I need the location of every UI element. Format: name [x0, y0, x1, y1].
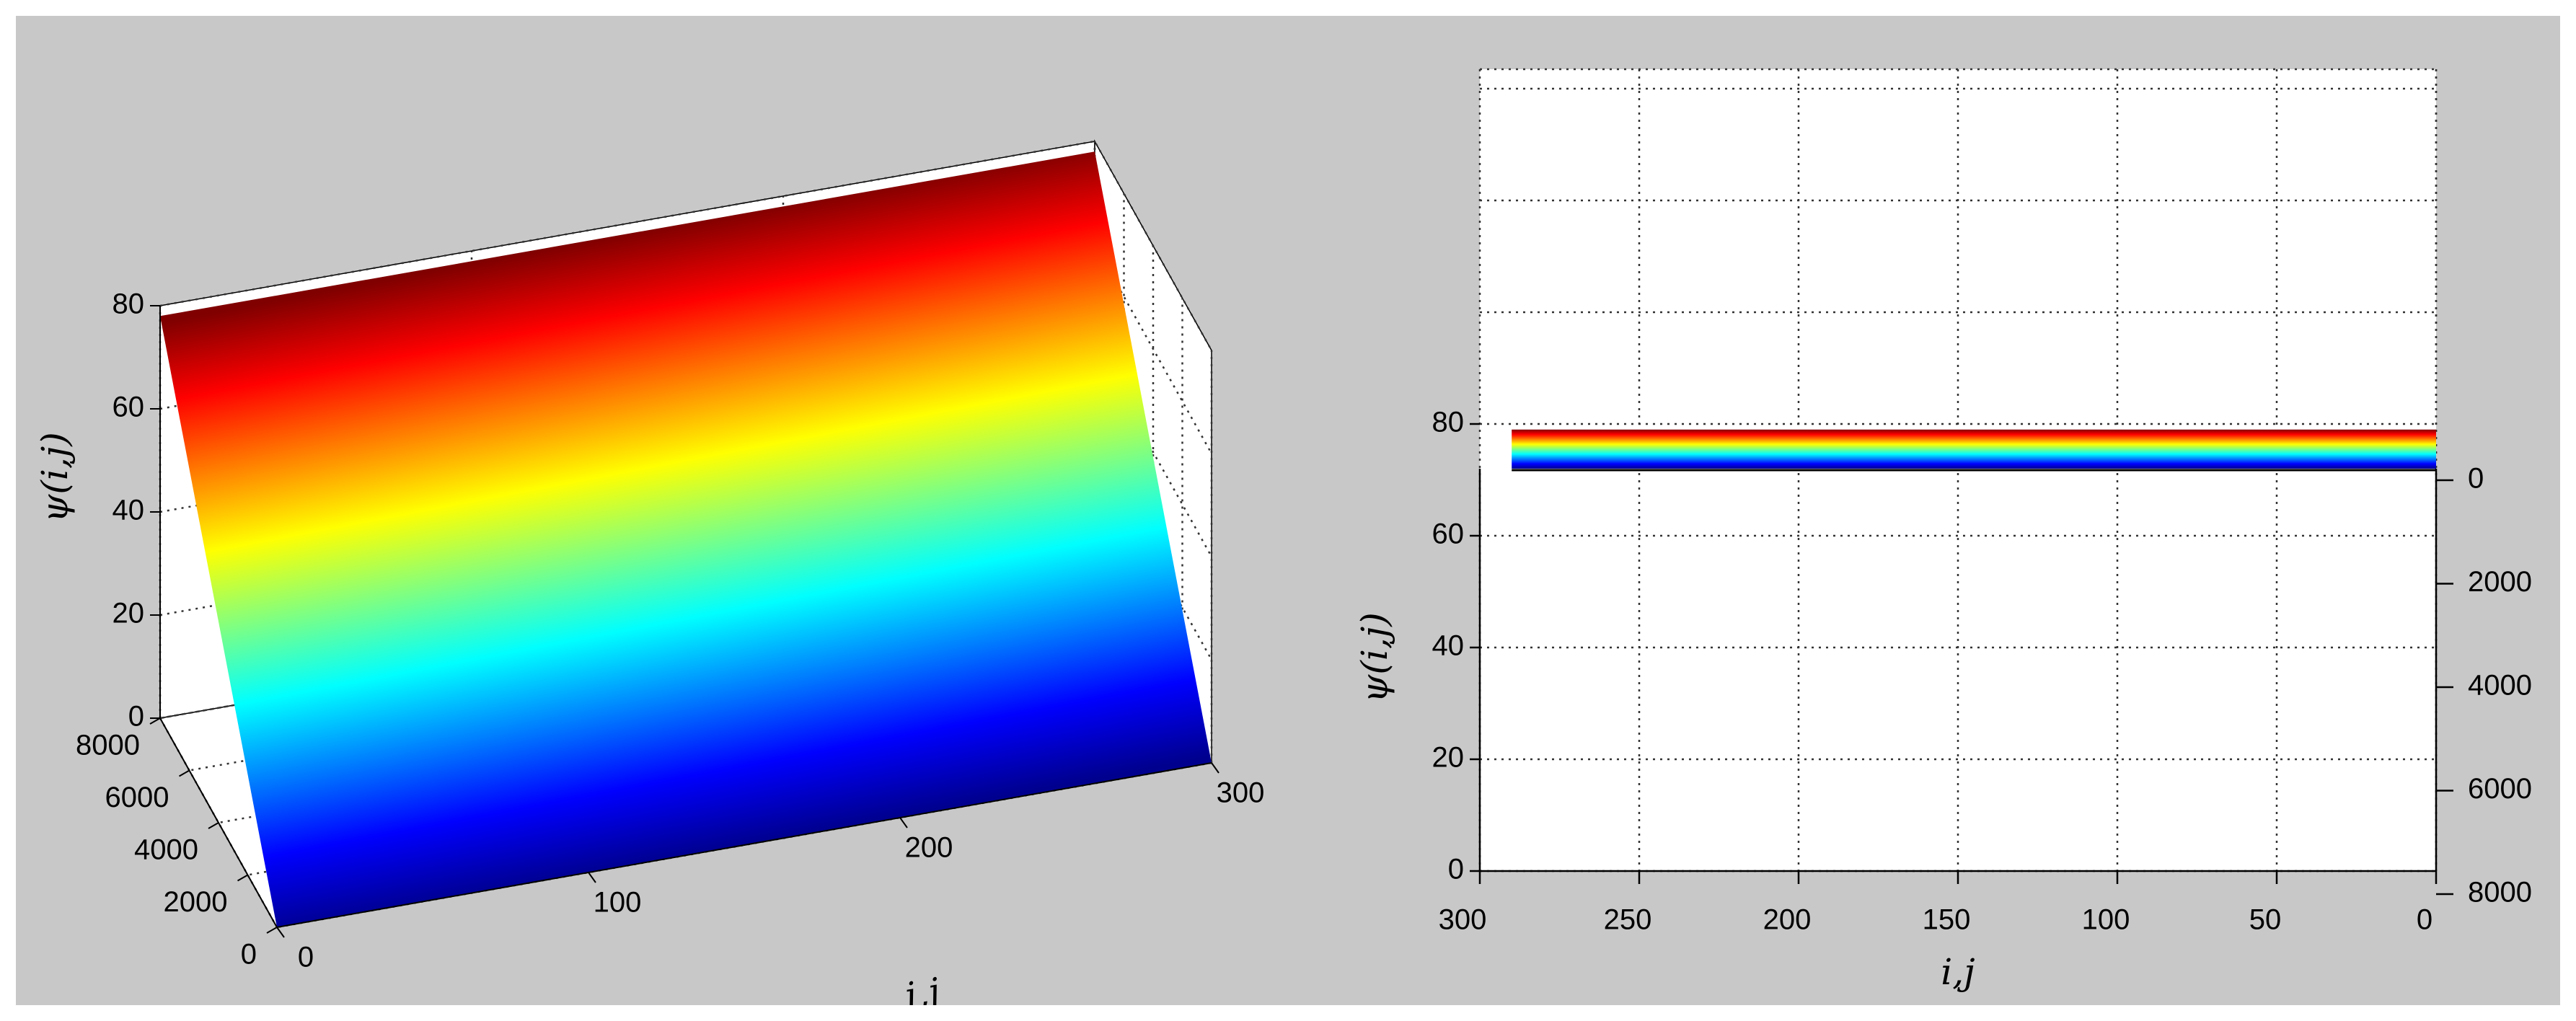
left-z-axis-label: ψ(i,j)	[34, 432, 76, 523]
left-x-tick-label: 200	[905, 832, 953, 864]
left-y-tick	[237, 874, 248, 882]
right-depth-tick-label: 6000	[2468, 773, 2532, 805]
left-y-tick-label: 4000	[134, 834, 198, 866]
left-x-tick-label: 0	[298, 942, 314, 973]
right-x-axis-label: i,j	[1941, 951, 1975, 993]
left-3d-surface-plot: 0 20 40 60 80 0 100 200 300 0 2000 4000 6000 8000 ψ(i,…	[34, 139, 1265, 1005]
left-z-tick-label: 60	[113, 392, 145, 423]
right-x-tick-label: 150	[1923, 904, 1971, 936]
left-surface	[160, 151, 1212, 927]
left-chart-panel: 0 20 40 60 80 0 100 200 300 0 2000 4000 6000 8000 ψ(i,…	[16, 16, 1333, 1005]
right-depth-tick-label: 4000	[2468, 670, 2532, 702]
left-z-tick-label: 20	[113, 598, 145, 629]
left-y-tick-label: 8000	[76, 730, 140, 761]
left-x-tick	[1211, 762, 1219, 774]
right-z-tick-label: 40	[1432, 630, 1465, 662]
right-z-tick-label: 0	[1448, 854, 1464, 885]
left-x-tick	[588, 872, 596, 883]
right-z-tick-label: 60	[1432, 518, 1465, 550]
right-x-tick-label: 100	[2082, 904, 2130, 936]
right-depth-tick-label: 0	[2468, 463, 2484, 495]
left-y-tick	[208, 822, 219, 829]
right-x-tick-label: 250	[1604, 904, 1652, 936]
left-y-tick-label: 0	[241, 939, 257, 971]
right-x-tick-label: 300	[1439, 904, 1487, 936]
left-x-tick	[276, 927, 285, 938]
left-z-tick-label: 40	[113, 495, 145, 526]
left-x-tick-label: 300	[1217, 777, 1265, 809]
left-y-tick	[266, 927, 278, 934]
right-depth-tick-label: 8000	[2468, 877, 2532, 909]
left-z-tick-label: 80	[113, 288, 145, 320]
right-x-tick-label: 50	[2249, 904, 2282, 936]
left-x-tick	[899, 817, 908, 828]
right-z-axis-label: ψ(i,j)	[1354, 612, 1395, 703]
right-x-tick-label: 200	[1763, 904, 1812, 936]
right-x-tick-label: 0	[2417, 904, 2432, 936]
left-z-tick-label: 0	[128, 701, 144, 733]
left-x-axis-label: i,j	[902, 970, 943, 1005]
right-projection-plot: 300 250 200 150 100 50 0 0 20 40 60 80 0 2000 4000 6000…	[1354, 68, 2532, 993]
left-y-tick	[179, 769, 190, 777]
left-x-tick-label: 100	[594, 887, 642, 919]
left-y-tick-label: 2000	[164, 886, 228, 918]
left-y-tick-label: 6000	[105, 782, 169, 813]
left-x-axis	[276, 762, 1212, 928]
right-chart-panel: 300 250 200 150 100 50 0 0 20 40 60 80 0 2000 4000 6000…	[1333, 16, 2560, 1005]
right-z-tick-label: 80	[1432, 407, 1465, 438]
right-z-tick-label: 20	[1432, 742, 1465, 774]
right-depth-tick-label: 2000	[2468, 566, 2532, 598]
right-surface-band	[1512, 429, 2436, 469]
left-y-tick	[149, 717, 161, 725]
